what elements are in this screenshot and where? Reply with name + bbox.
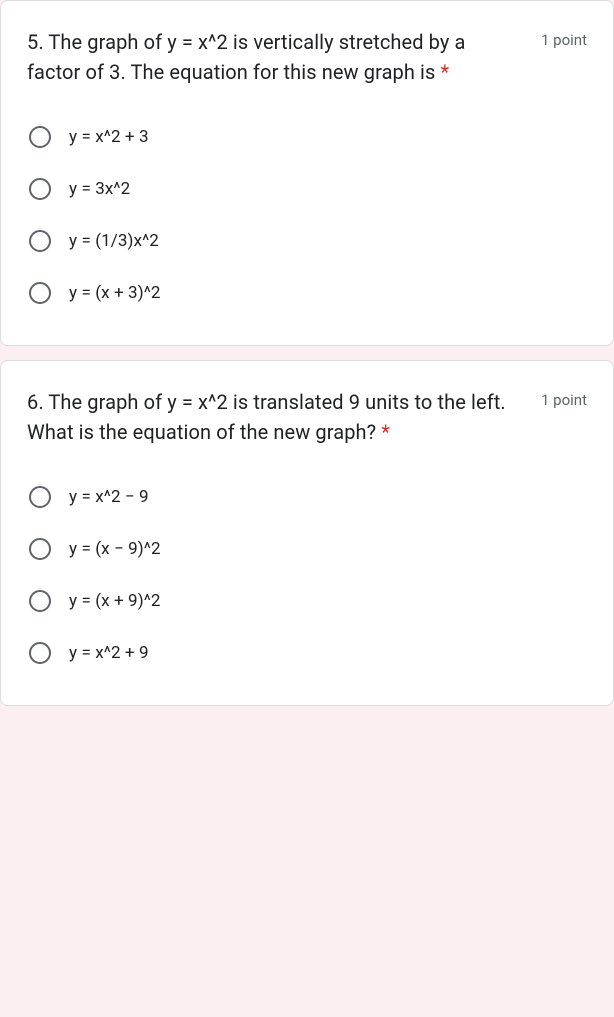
required-marker: * — [441, 60, 450, 84]
option-row[interactable]: y = x^2 + 9 — [29, 631, 587, 675]
question-header: 6. The graph of y = x^2 is translated 9 … — [27, 387, 587, 447]
option-label: y = (x + 3)^2 — [69, 283, 161, 303]
radio-icon — [29, 486, 51, 508]
question-text-content: 6. The graph of y = x^2 is translated 9 … — [27, 390, 506, 444]
option-label: y = (x − 9)^2 — [69, 539, 161, 559]
question-text: 5. The graph of y = x^2 is vertically st… — [27, 27, 541, 87]
option-label: y = x^2 + 9 — [69, 643, 149, 663]
option-label: y = (x + 9)^2 — [69, 591, 161, 611]
question-card: 6. The graph of y = x^2 is translated 9 … — [0, 360, 614, 706]
points-label: 1 point — [541, 27, 587, 49]
option-row[interactable]: y = (1/3)x^2 — [29, 219, 587, 263]
option-row[interactable]: y = (x + 3)^2 — [29, 271, 587, 315]
options-group: y = x^2 − 9 y = (x − 9)^2 y = (x + 9)^2 … — [27, 475, 587, 675]
question-text: 6. The graph of y = x^2 is translated 9 … — [27, 387, 541, 447]
question-header: 5. The graph of y = x^2 is vertically st… — [27, 27, 587, 87]
option-row[interactable]: y = (x − 9)^2 — [29, 527, 587, 571]
option-row[interactable]: y = x^2 + 3 — [29, 115, 587, 159]
option-row[interactable]: y = (x + 9)^2 — [29, 579, 587, 623]
option-row[interactable]: y = x^2 − 9 — [29, 475, 587, 519]
option-label: y = x^2 − 9 — [69, 487, 149, 507]
radio-icon — [29, 282, 51, 304]
radio-icon — [29, 590, 51, 612]
option-label: y = (1/3)x^2 — [69, 231, 159, 251]
required-marker: * — [381, 420, 390, 444]
radio-icon — [29, 230, 51, 252]
radio-icon — [29, 126, 51, 148]
option-row[interactable]: y = 3x^2 — [29, 167, 587, 211]
question-text-content: 5. The graph of y = x^2 is vertically st… — [27, 30, 466, 84]
question-card: 5. The graph of y = x^2 is vertically st… — [0, 0, 614, 346]
option-label: y = x^2 + 3 — [69, 127, 149, 147]
points-label: 1 point — [541, 387, 587, 409]
options-group: y = x^2 + 3 y = 3x^2 y = (1/3)x^2 y = (x… — [27, 115, 587, 315]
radio-icon — [29, 642, 51, 664]
radio-icon — [29, 538, 51, 560]
option-label: y = 3x^2 — [69, 179, 130, 199]
radio-icon — [29, 178, 51, 200]
